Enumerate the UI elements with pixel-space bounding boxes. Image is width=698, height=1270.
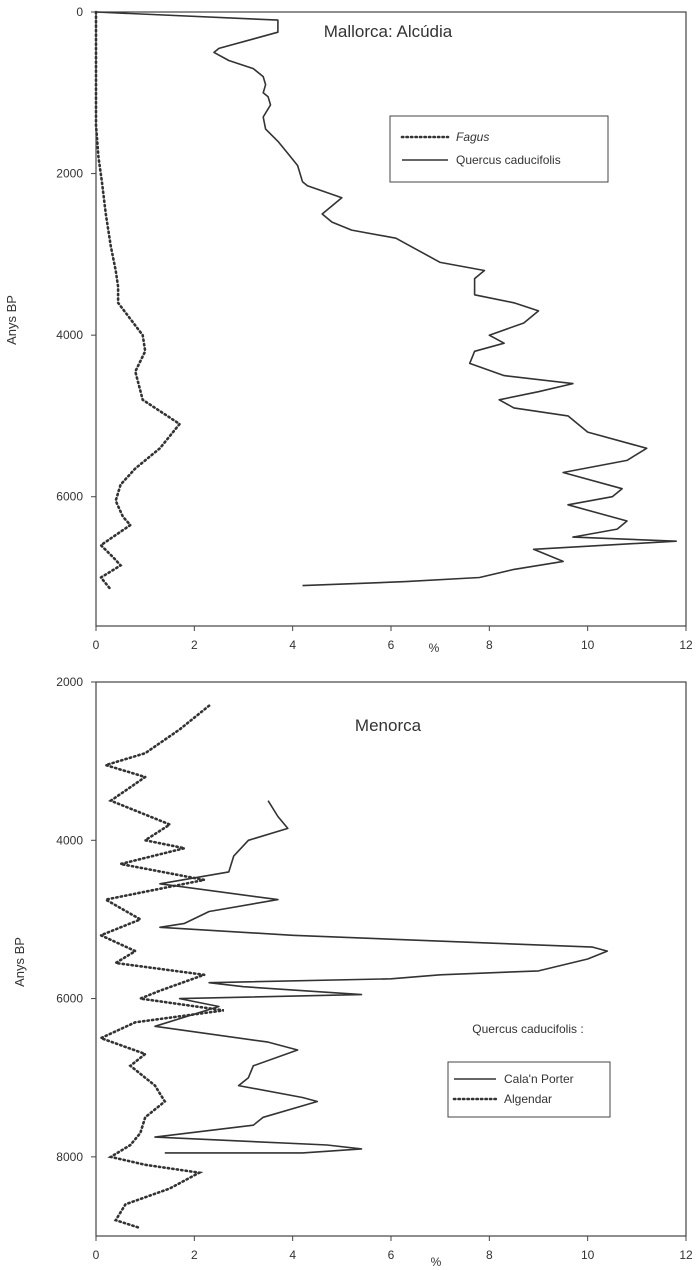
series-line-1 <box>97 704 224 1230</box>
x-tick-label: 6 <box>388 1248 395 1262</box>
legend-box <box>389 115 609 183</box>
series-line-0 <box>94 10 182 591</box>
legend-box <box>447 1061 611 1118</box>
x-tick-label: 10 <box>581 638 595 652</box>
chart-panel-1: 0 2 4 6 8 10 12 0 2000 4000 6000% Anys BP Mallorca: … <box>4 5 693 655</box>
x-tick-label: 4 <box>289 638 296 652</box>
y-tick-label: 0 <box>76 5 83 19</box>
x-tick-label: 0 <box>93 638 100 652</box>
legend-label: Algendar <box>504 1092 552 1106</box>
y-tick-label: 2000 <box>56 675 83 689</box>
legend-label: Quercus caducifolis <box>456 153 561 167</box>
x-tick-label: 6 <box>388 638 395 652</box>
x-tick-label: 12 <box>679 638 693 652</box>
legend-label: Fagus <box>456 130 489 144</box>
x-tick-label: 2 <box>191 1248 198 1262</box>
y-axis-label: Anys BP <box>12 937 27 987</box>
y-axis-label: Anys BP <box>4 295 19 345</box>
y-tick-label: 2000 <box>56 167 83 181</box>
series-line-1 <box>95 11 677 587</box>
chart-panel-2: 0 2 4 6 8 10 12 2000 4000 6000 8000% Anys BP Menorca… <box>12 675 693 1269</box>
y-tick-label: 4000 <box>56 328 83 342</box>
legend-label: Cala'n Porter <box>504 1072 574 1086</box>
x-tick-label: 12 <box>679 1248 693 1262</box>
legend: Fagus Quercus caducifolis <box>389 115 609 183</box>
x-tick-label: 10 <box>581 1248 595 1262</box>
y-tick-label: 6000 <box>56 992 83 1006</box>
x-axis-label: % <box>431 1255 442 1269</box>
y-tick-label: 6000 <box>56 490 83 504</box>
y-tick-label: 8000 <box>56 1150 83 1164</box>
x-tick-label: 4 <box>289 1248 296 1262</box>
x-axis-label: % <box>429 641 440 655</box>
x-tick-label: 8 <box>486 1248 493 1262</box>
chart-title: Menorca <box>355 716 422 735</box>
chart-subtitle: Quercus caducifolis : <box>472 1022 583 1036</box>
x-tick-label: 2 <box>191 638 198 652</box>
legend: Cala'n Porter Algendar <box>447 1061 611 1118</box>
y-tick-label: 4000 <box>56 833 83 847</box>
series-line-0 <box>154 800 609 1154</box>
chart-title: Mallorca: Alcúdia <box>324 22 453 41</box>
x-tick-label: 8 <box>486 638 493 652</box>
x-tick-label: 0 <box>93 1248 100 1262</box>
plot-frame <box>95 11 687 627</box>
